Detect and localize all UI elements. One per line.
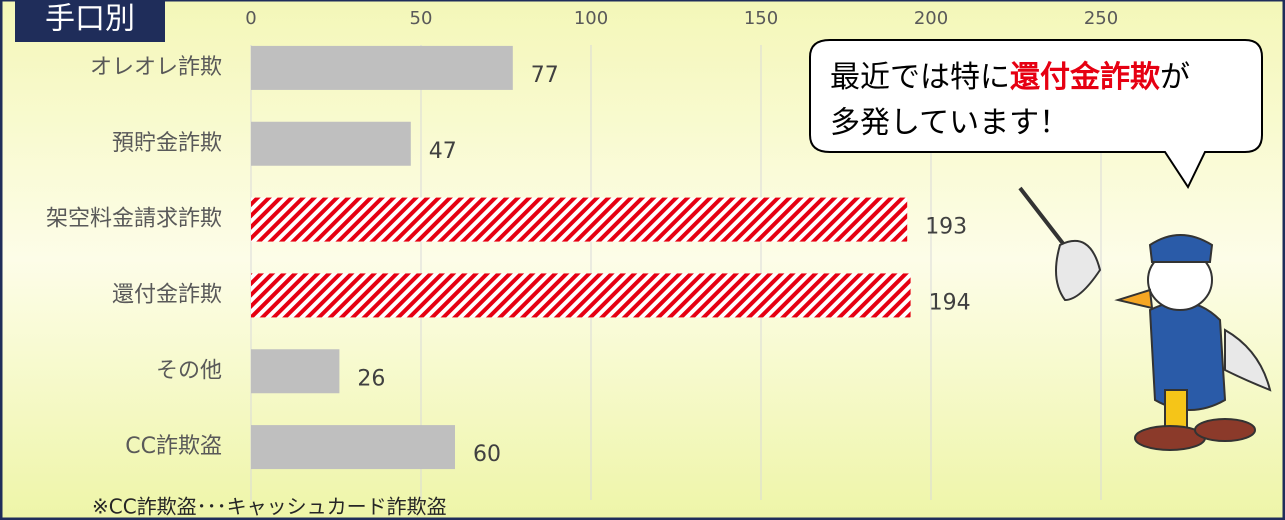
bubble-line-2: 多発しています！ <box>830 106 1069 141</box>
footnote: ※CC詐欺盗･･･キャッシュカード詐欺盗 <box>92 495 447 519</box>
y-tick-label: 架空料金請求詐欺 <box>46 207 222 232</box>
y-tick-label: CC詐欺盗 <box>125 434 222 459</box>
value-label: 60 <box>473 442 501 467</box>
bar <box>251 425 455 470</box>
y-tick-label: オレオレ詐欺 <box>90 55 222 80</box>
bar <box>251 273 911 318</box>
value-label: 193 <box>925 215 967 240</box>
value-label: 47 <box>429 139 457 164</box>
bar <box>251 349 340 394</box>
bubble-text: 最近では特に <box>830 60 1010 95</box>
x-tick-label: 150 <box>744 8 778 29</box>
mascot <box>1018 186 1272 451</box>
bar <box>251 121 411 166</box>
y-tick-label: その他 <box>156 358 222 383</box>
x-tick-label: 250 <box>1084 8 1118 29</box>
bubble-highlight: 還付金詐欺 <box>1010 60 1160 95</box>
bubble-line-1: 最近では特に還付金詐欺が <box>830 60 1190 95</box>
title-box <box>15 0 165 42</box>
bubble-text: が <box>1160 60 1190 95</box>
value-label: 194 <box>929 290 971 315</box>
plot: 0 50 100 150 200 250 オレオレ詐欺 77 預貯金詐欺 47 架空料金請求詐欺 19… <box>46 8 1118 500</box>
bar <box>251 197 908 242</box>
x-tick-label: 200 <box>914 8 948 29</box>
x-tick-label: 50 <box>410 8 433 29</box>
speech-bubble: 最近では特に還付金詐欺が 多発しています！ <box>809 39 1263 190</box>
value-label: 26 <box>357 366 385 391</box>
x-tick-label: 0 <box>245 8 256 29</box>
y-tick-label: 預貯金詐欺 <box>112 131 222 156</box>
value-label: 77 <box>531 63 559 88</box>
x-tick-label: 100 <box>574 8 608 29</box>
chart-title: 手口別 <box>45 2 135 37</box>
y-tick-label: 還付金詐欺 <box>112 282 222 307</box>
bar <box>251 45 513 90</box>
